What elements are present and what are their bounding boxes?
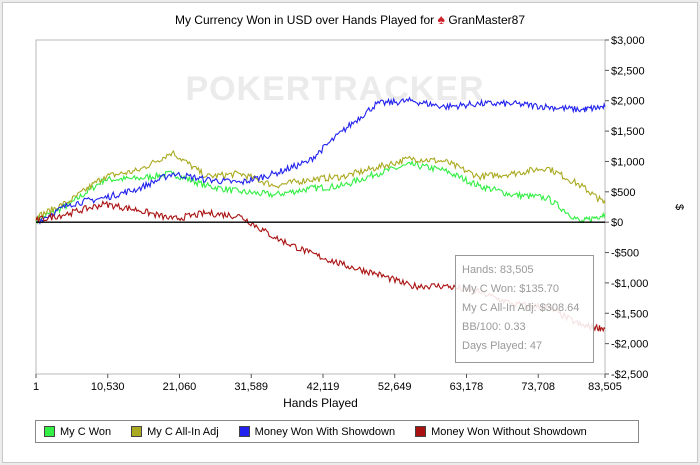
chart-title: My Currency Won in USD over Hands Played… — [0, 11, 700, 27]
legend-swatch — [415, 426, 427, 437]
y-tick-label: -$500 — [611, 248, 639, 260]
x-tick-label: 21,060 — [163, 381, 197, 393]
y-tick-label: $2,000 — [611, 96, 645, 108]
x-tick-label: 73,708 — [521, 381, 555, 393]
y-tick-label: $2,500 — [611, 65, 645, 77]
x-tick-label: 31,589 — [234, 381, 268, 393]
legend-swatch — [238, 426, 250, 437]
x-axis-title: Hands Played — [283, 396, 358, 410]
y-tick-label: $1,500 — [611, 126, 645, 138]
legend-item-with-showdown[interactable]: Money Won With Showdown — [238, 425, 396, 438]
chart-tooltip: Hands: 83,505 My C Won: $135.70 My C All… — [455, 255, 594, 363]
y-tick-label: $1,000 — [611, 156, 645, 168]
tooltip-days: Days Played: 47 — [462, 340, 543, 352]
x-tick-label: 63,178 — [450, 381, 484, 393]
legend-swatch — [44, 426, 55, 437]
legend-item-all-in-adj[interactable]: My C All-In Adj — [131, 426, 219, 438]
y-tick-label: $0 — [611, 217, 623, 229]
x-tick-label: 52,649 — [378, 381, 412, 393]
legend-item-without-showdown[interactable]: Money Won Without Showdown — [415, 426, 587, 438]
x-tick-label: 10,530 — [91, 381, 125, 393]
title-prefix: My Currency Won in USD over Hands Played… — [174, 13, 435, 27]
y-axis-title: $ — [673, 204, 685, 210]
spade-icon: ♠ — [437, 11, 445, 27]
tooltip-hands: Hands: 83,505 — [462, 264, 534, 276]
legend-item-my-c-won[interactable]: My C Won — [44, 426, 111, 438]
y-tick-label: -$2,500 — [611, 369, 648, 381]
x-tick-label: 42,119 — [307, 381, 340, 393]
y-tick-label: $500 — [611, 187, 635, 199]
series-line-1 — [35, 149, 606, 221]
tooltip-bb100: BB/100: 0.33 — [462, 321, 526, 333]
legend-label: My C Won — [60, 425, 112, 438]
series-line-2 — [35, 96, 606, 225]
legend-label: Money Won Without Showdown — [431, 425, 587, 438]
tooltip-allin: My C All-In Adj: $308.64 — [462, 302, 580, 314]
y-tick-label: -$1,500 — [611, 308, 648, 320]
legend-label: My C All-In Adj — [147, 425, 219, 438]
tooltip-won: My C Won: $135.70 — [462, 283, 560, 295]
chart-legend: My C Won My C All-In Adj Money Won With … — [35, 420, 639, 443]
legend-label: Money Won With Showdown — [254, 425, 396, 438]
watermark-text: POKERTRACKER — [185, 70, 484, 108]
x-tick-label: 1 — [33, 381, 39, 393]
player-name: GranMaster87 — [448, 13, 526, 27]
y-tick-label: $3,000 — [611, 35, 645, 47]
legend-swatch — [131, 426, 143, 437]
x-tick-label: 83,505 — [588, 381, 622, 393]
series-line-0 — [35, 159, 606, 225]
y-tick-label: -$2,000 — [611, 339, 648, 351]
y-tick-label: -$1,000 — [611, 278, 648, 290]
